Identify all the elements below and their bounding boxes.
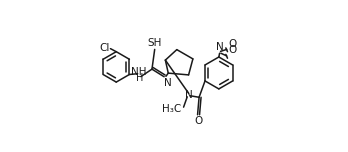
Text: H: H [136,73,143,83]
Text: H₃C: H₃C [162,104,181,114]
Text: SH: SH [148,38,162,48]
Text: N: N [216,42,223,52]
Text: Cl: Cl [100,43,110,53]
Text: NH: NH [131,67,147,77]
Text: O: O [228,39,236,49]
Text: O: O [228,45,236,55]
Text: O: O [194,116,202,126]
Text: N: N [185,90,193,100]
Text: N: N [164,78,172,88]
